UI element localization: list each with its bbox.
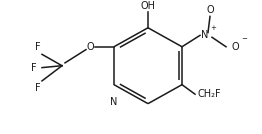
- Text: −: −: [241, 36, 247, 42]
- Text: CH₂F: CH₂F: [197, 89, 221, 99]
- Text: N: N: [201, 30, 209, 40]
- Text: O: O: [206, 5, 214, 15]
- Text: OH: OH: [140, 1, 156, 11]
- Text: F: F: [31, 63, 37, 73]
- Text: O: O: [86, 42, 94, 52]
- Text: F: F: [35, 42, 41, 52]
- Text: +: +: [210, 25, 216, 31]
- Text: N: N: [110, 97, 118, 107]
- Text: O: O: [232, 42, 240, 52]
- Text: F: F: [35, 83, 41, 93]
